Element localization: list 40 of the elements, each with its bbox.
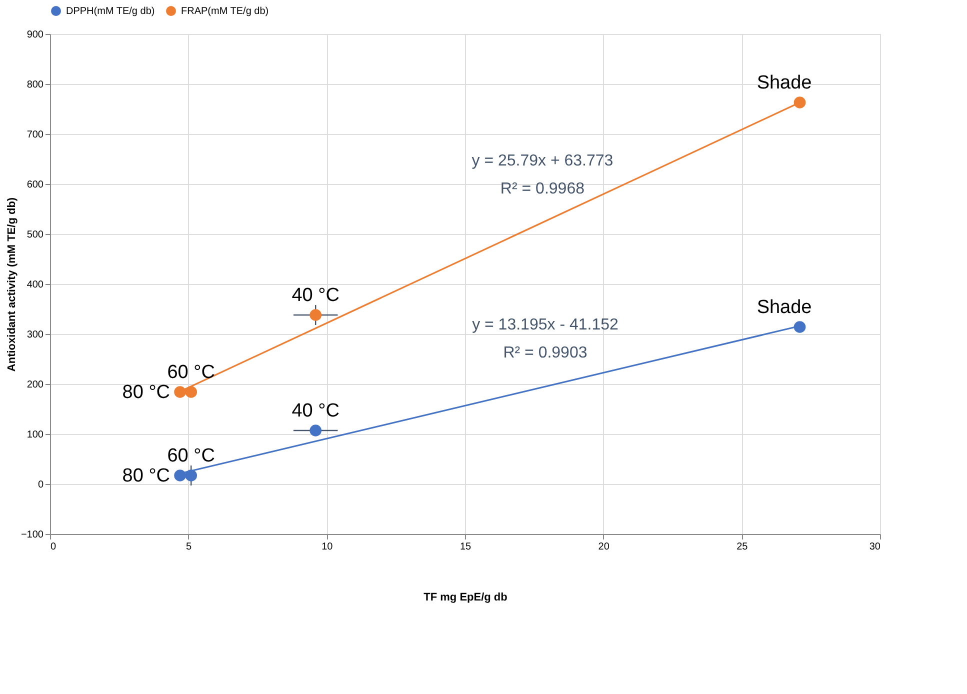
point <box>310 424 322 436</box>
y-tick-label: 800 <box>26 80 44 90</box>
y-tick-label: 400 <box>26 280 44 290</box>
y-tick-label: 700 <box>26 130 44 140</box>
legend-label: FRAP(mM TE/g db) <box>181 6 269 17</box>
x-tick-label: 25 <box>736 542 748 552</box>
x-tick-label: 20 <box>598 542 610 552</box>
x-tick-label: 5 <box>186 542 192 552</box>
legend-label: DPPH(mM TE/g db) <box>66 6 155 17</box>
point <box>794 321 806 333</box>
annotation: 60 °C <box>167 446 215 466</box>
annotation: y = 13.195x - 41.152 R² = 0.9903 <box>472 316 618 362</box>
y-tick-label: 0 <box>38 480 44 490</box>
point <box>185 386 198 398</box>
annotation: Shade <box>756 297 812 318</box>
point <box>174 386 186 398</box>
annotation: 40 °C <box>292 400 340 422</box>
y-tick-label: 300 <box>26 330 44 340</box>
y-tick-label: 600 <box>26 180 44 190</box>
point <box>794 96 806 108</box>
point <box>310 309 322 321</box>
annotation: 60 °C <box>167 362 215 383</box>
y-tick-label: 100 <box>26 430 44 440</box>
y-tick-label: 500 <box>26 230 44 240</box>
x-tick-label: 0 <box>50 542 56 552</box>
point <box>185 470 198 482</box>
x-tick-label: 10 <box>322 542 334 552</box>
annotation: 40 °C <box>292 285 340 306</box>
y-tick-label: 900 <box>26 30 44 40</box>
x-axis-title: TF mg EpE/g db <box>424 592 508 604</box>
x-tick-label: 30 <box>869 542 881 552</box>
annotation: Shade <box>756 72 812 94</box>
y-axis-title: Antioxidant activity (mM TE/g db) <box>6 197 18 372</box>
annotation: 80 °C <box>122 382 170 403</box>
annotation: y = 25.79x + 63.773 R² = 0.9968 <box>472 152 614 198</box>
y-tick-label: −100 <box>20 530 44 540</box>
point <box>174 470 186 482</box>
y-tick-label: 200 <box>26 380 44 390</box>
annotation: 80 °C <box>122 466 170 486</box>
x-tick-label: 15 <box>460 542 472 552</box>
